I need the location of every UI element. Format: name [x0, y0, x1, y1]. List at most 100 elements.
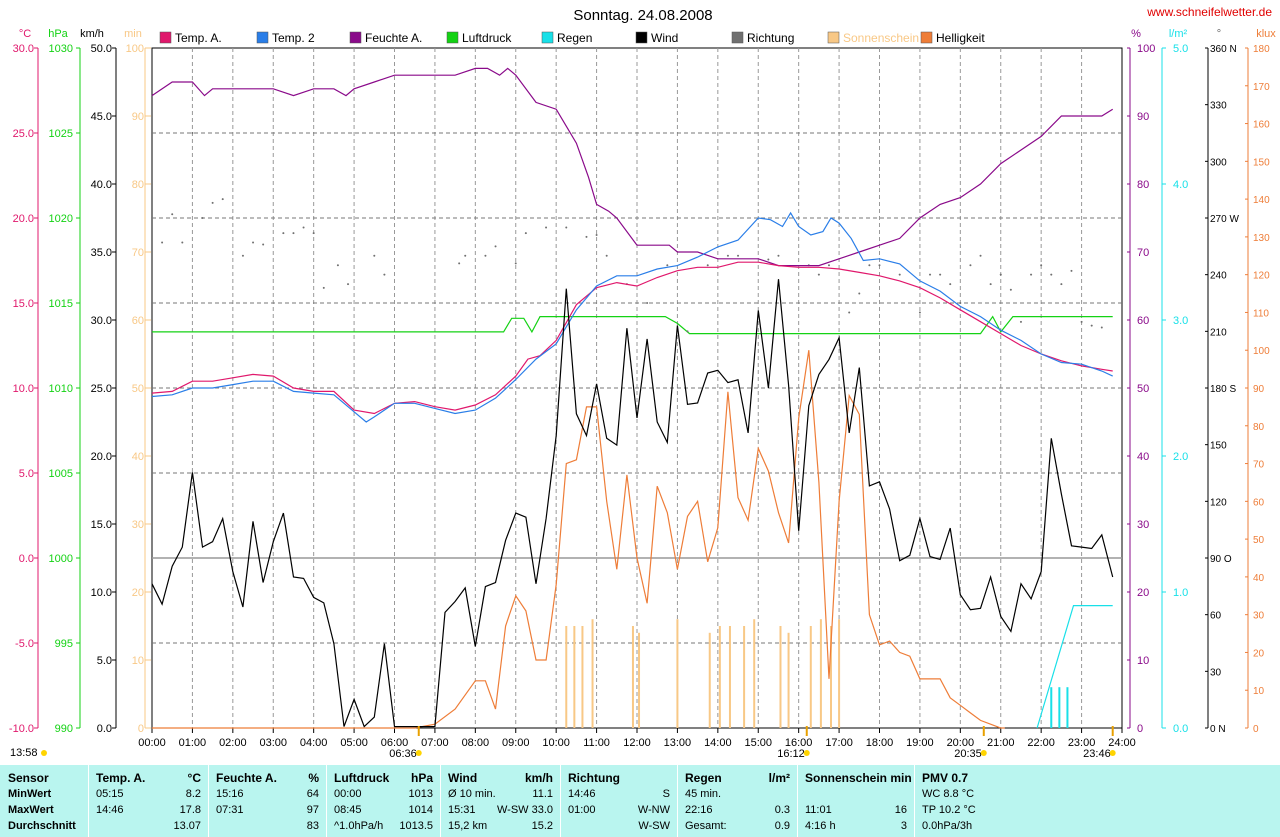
summary-column-title: Wind — [448, 771, 478, 785]
tick-label: 10 — [1137, 655, 1149, 667]
summary-cell-value: 0.9 — [774, 820, 790, 832]
direction-point — [706, 264, 709, 267]
tick-label: 990 — [55, 723, 73, 735]
sunshine-bar — [573, 626, 576, 728]
series-line-luftdruck — [152, 315, 1113, 335]
tick-label: 180 S — [1210, 384, 1236, 395]
legend-swatch — [731, 31, 744, 44]
tick-label: 20.0 — [13, 213, 34, 225]
sunshine-bar — [728, 626, 731, 728]
direction-point — [726, 254, 729, 257]
x-tick-label: 19:00 — [906, 737, 934, 749]
summary-column-title: Luftdruck — [334, 771, 390, 785]
summary-cell-value: 1013.5 — [399, 820, 433, 832]
summary-cell-time: 22:16 — [685, 804, 713, 816]
tick-label: 330 — [1210, 101, 1227, 112]
tick-label: 0.0 — [19, 553, 34, 565]
summary-column-unit: % — [308, 771, 319, 785]
summary-cell-value: 64 — [306, 788, 319, 800]
x-tick-label: 18:00 — [866, 737, 894, 749]
summary-cell-time: ^1.0hPa/h — [334, 820, 384, 832]
summary-column: Sonnenschein min 11:01 16 4:16 h 3 — [797, 765, 915, 837]
tick-label: 25.0 — [13, 128, 34, 140]
summary-cell-value: 0.3 — [774, 804, 790, 816]
unit-label: ° — [1217, 28, 1221, 40]
summary-cell-time: 05:15 — [96, 788, 124, 800]
x-tick-label: 15:00 — [744, 737, 772, 749]
sunshine-bar — [838, 619, 841, 728]
legend-label: Temp. 2 — [272, 31, 315, 45]
tick-label: 4.0 — [1173, 179, 1188, 191]
left-time-label: 13:58 — [10, 747, 38, 759]
direction-point — [646, 302, 649, 304]
direction-point — [383, 273, 386, 276]
site-link[interactable]: www.schneifelwetter.de — [1146, 5, 1272, 19]
sensor-header: Sensor — [8, 771, 49, 785]
tick-label: 40 — [132, 451, 144, 463]
summary-cell-time: 08:45 — [334, 804, 362, 816]
direction-point — [1030, 273, 1033, 276]
summary-cell-value: 3 — [900, 820, 907, 832]
series-line-feuchte-a- — [151, 67, 1114, 267]
x-tick-label: 02:00 — [219, 737, 247, 749]
summary-cell-time: WC 8.8 °C — [922, 788, 975, 800]
legend-swatch — [920, 31, 933, 44]
x-tick-label: 21:00 — [987, 737, 1015, 749]
direction-point — [777, 254, 780, 257]
direction-point — [878, 264, 881, 267]
direction-point — [292, 232, 295, 235]
direction-point — [827, 264, 830, 267]
series-line-regen — [1036, 604, 1113, 729]
x-tick-label: 16:00 — [785, 737, 813, 749]
tick-label: 110 — [1253, 308, 1269, 319]
summary-column: Regen l/m² 45 min. 22:16 0.3 Gesamt: 0.9 — [677, 765, 798, 837]
tick-label: 360 N — [1210, 44, 1237, 55]
direction-point — [545, 226, 548, 229]
sunshine-bar — [676, 619, 679, 728]
tick-label: 90 — [1137, 111, 1149, 123]
x-axis: 00:00 01:00 02:00 03:00 04:00 05:00 06:00 07:00… — [10, 728, 1136, 759]
summary-cell-time: 00:00 — [334, 788, 362, 800]
summary-cell-time: 14:46 — [96, 804, 124, 816]
sun-icon — [980, 750, 987, 756]
tick-label: 10 — [1253, 686, 1265, 697]
left-axes: °C hPa km/h min 30.0 25.0 20.0 15.0 10.0 5.0 0.0 -5… — [9, 28, 151, 735]
tick-label: 30 — [1210, 667, 1222, 678]
x-tick-label: 00:00 — [138, 737, 166, 749]
direction-point — [666, 264, 669, 267]
tick-label: 160 — [1253, 120, 1270, 131]
legend-swatch — [827, 31, 840, 44]
direction-point — [1060, 283, 1063, 286]
direction-point — [565, 226, 568, 229]
tick-label: 50 — [132, 383, 144, 395]
sun-icon — [1109, 750, 1116, 756]
tick-label: 20 — [132, 587, 144, 599]
tick-label: 15.0 — [13, 298, 34, 310]
tick-label: 1000 — [49, 553, 73, 565]
direction-point — [929, 273, 932, 276]
sunshine-bar — [638, 632, 641, 728]
summary-cell-time: Gesamt: — [685, 820, 727, 832]
direction-point — [868, 264, 871, 267]
summary-cell-time: 4:16 h — [805, 820, 836, 832]
direction-point — [191, 132, 194, 134]
sunshine-bar — [809, 626, 812, 728]
tick-label: 70 — [132, 247, 144, 259]
tick-label: 40 — [1253, 573, 1265, 584]
tick-label: 40.0 — [91, 179, 112, 191]
tick-label: 10 — [132, 655, 144, 667]
tick-label: 30 — [1253, 611, 1265, 622]
tick-label: 1025 — [49, 128, 73, 140]
tick-label: 20 — [1137, 587, 1149, 599]
direction-point — [949, 283, 952, 286]
direction-point — [171, 213, 174, 216]
direction-point — [464, 254, 467, 257]
sunshine-bar — [779, 626, 782, 728]
summary-column-title: Richtung — [568, 771, 620, 785]
summary-column-title: PMV 0.7 — [922, 771, 969, 785]
tick-label: 150 — [1210, 441, 1227, 452]
direction-point — [161, 241, 164, 244]
unit-label: °C — [19, 28, 31, 40]
summary-cell-time: 0.0hPa/3h — [922, 820, 973, 832]
sunshine-bar — [565, 626, 568, 728]
